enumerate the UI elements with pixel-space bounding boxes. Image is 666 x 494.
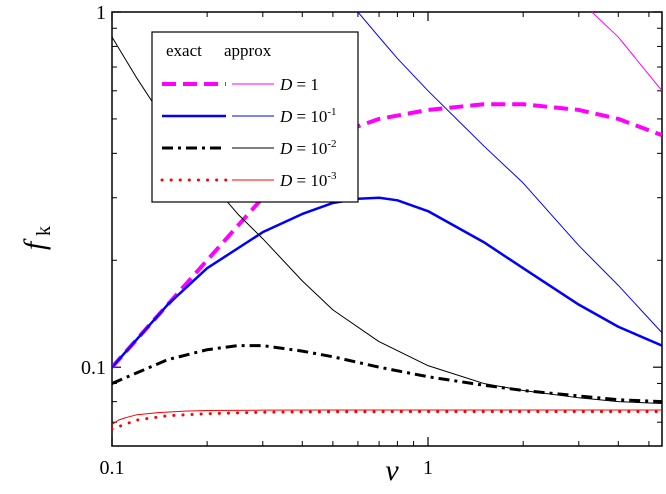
legend-label: D = 10-3 [279, 170, 337, 190]
svg-text:k: k [33, 226, 55, 236]
y-tick-label: 0.1 [81, 357, 106, 379]
series-line-approx-d1 [591, 12, 662, 92]
legend-label: D = 10-1 [279, 106, 337, 126]
axis-ticks: 0.1 1 0.1 1 [81, 2, 662, 479]
x-axis-label: v [385, 454, 399, 487]
legend-header-exact: exact [166, 41, 202, 60]
series-line-exact-d01 [112, 196, 662, 369]
series-line-approx-d0001 [112, 409, 662, 425]
svg-text:f: f [18, 238, 51, 250]
x-tick-label: 1 [423, 457, 433, 479]
legend: exact approx D = 1 D = 10-1 D = 10-2 D = 10-3 [151, 31, 359, 203]
plot-frame [111, 11, 663, 447]
series-line-exact-d0001 [112, 410, 662, 431]
y-tick-label: 1 [96, 2, 106, 24]
series-line-exact-d1 [112, 102, 662, 369]
legend-label: D = 10-2 [279, 138, 337, 158]
x-tick-label: 0.1 [100, 457, 125, 479]
series-line-approx-d01 [357, 12, 662, 334]
legend-label: D = 1 [279, 75, 319, 94]
y-axis-label: f k [18, 226, 55, 250]
legend-header-approx: approx [224, 41, 272, 60]
series-line-exact-d001 [112, 344, 662, 404]
